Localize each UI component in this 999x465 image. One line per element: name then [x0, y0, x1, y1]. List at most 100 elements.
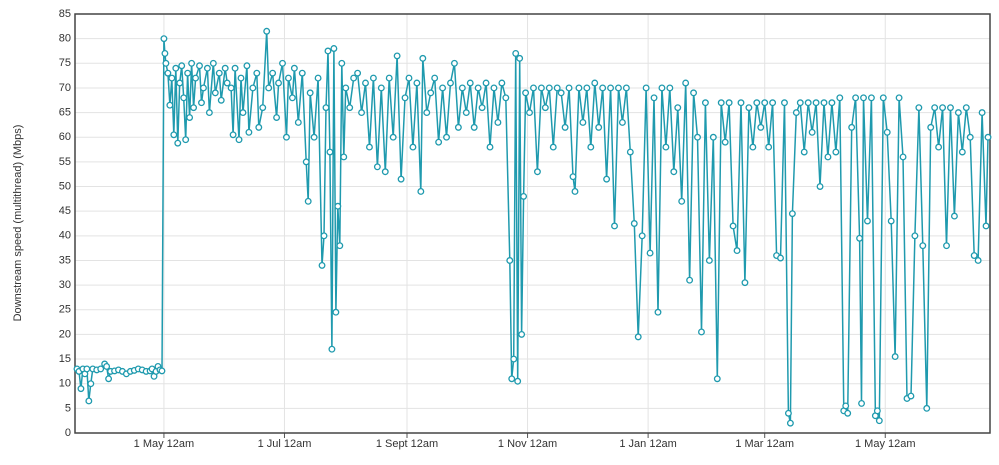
- data-point: [607, 84, 615, 92]
- data-point: [911, 232, 919, 240]
- data-point: [777, 254, 784, 262]
- data-point: [919, 242, 927, 250]
- data-point: [812, 99, 820, 107]
- data-point: [522, 89, 530, 97]
- y-tick-label: 65: [59, 106, 71, 118]
- data-point: [423, 109, 431, 117]
- y-tick-label: 55: [59, 156, 71, 168]
- data-point: [269, 69, 277, 77]
- data-point: [263, 27, 271, 35]
- data-point: [800, 148, 808, 156]
- data-point: [294, 118, 302, 126]
- data-point: [450, 59, 458, 67]
- data-point: [283, 133, 290, 141]
- data-point: [599, 84, 607, 92]
- data-point: [221, 64, 229, 72]
- data-point: [310, 133, 318, 141]
- data-point: [569, 173, 577, 181]
- data-point: [678, 197, 686, 205]
- data-point: [200, 84, 207, 92]
- data-point: [284, 74, 292, 82]
- data-point: [462, 109, 470, 117]
- data-point: [514, 377, 522, 385]
- data-point: [314, 74, 322, 82]
- data-point: [443, 133, 450, 141]
- data-point: [409, 143, 417, 151]
- data-point: [366, 143, 373, 151]
- data-point: [575, 84, 583, 92]
- data-point: [864, 217, 871, 225]
- data-point: [533, 168, 541, 176]
- data-point: [454, 123, 462, 131]
- data-point: [788, 210, 796, 218]
- data-point: [662, 143, 670, 151]
- data-point: [288, 94, 296, 102]
- data-point: [306, 89, 314, 97]
- data-point: [792, 109, 800, 117]
- data-point: [304, 197, 312, 205]
- data-point: [587, 143, 595, 151]
- data-point: [447, 79, 454, 87]
- data-point: [526, 109, 533, 117]
- data-point: [974, 257, 982, 264]
- data-point: [867, 94, 875, 102]
- data-point: [947, 104, 954, 112]
- y-tick-label: 0: [65, 427, 71, 439]
- data-point: [786, 419, 794, 427]
- data-point: [978, 109, 986, 117]
- data-point: [982, 222, 990, 230]
- data-point: [506, 257, 514, 264]
- data-point: [530, 84, 537, 92]
- data-point: [545, 84, 553, 92]
- data-point: [915, 104, 923, 112]
- data-point: [757, 123, 765, 131]
- data-point: [332, 308, 340, 316]
- data-point: [328, 345, 336, 353]
- data-point: [931, 104, 939, 112]
- data-point: [298, 69, 306, 77]
- data-point: [186, 114, 194, 121]
- data-point: [231, 64, 239, 72]
- data-point: [83, 365, 91, 373]
- data-point: [326, 148, 334, 156]
- data-point: [369, 74, 377, 82]
- data-point: [178, 62, 186, 70]
- data-point: [950, 212, 958, 220]
- data-point: [583, 84, 591, 92]
- data-point: [350, 74, 358, 82]
- x-tick-label: 1 May 12am: [134, 438, 195, 450]
- data-point: [245, 128, 253, 136]
- data-point: [781, 99, 788, 107]
- data-point: [721, 138, 729, 146]
- data-point: [565, 84, 573, 92]
- data-point: [346, 104, 354, 112]
- data-point: [626, 148, 634, 156]
- data-point: [419, 54, 427, 62]
- data-point: [466, 79, 474, 87]
- data-point: [516, 54, 524, 62]
- data-point: [753, 99, 761, 107]
- data-point: [237, 74, 245, 82]
- data-point: [935, 143, 943, 151]
- y-tick-label: 30: [59, 279, 71, 291]
- data-point: [561, 123, 569, 131]
- y-tick-label: 10: [59, 378, 71, 390]
- data-point: [85, 397, 93, 405]
- data-point: [615, 84, 622, 92]
- data-point: [336, 242, 344, 250]
- data-point: [182, 136, 190, 144]
- data-point: [737, 99, 745, 107]
- data-point: [273, 114, 281, 121]
- y-tick-label: 60: [59, 131, 71, 143]
- data-point: [474, 84, 482, 92]
- data-point: [265, 84, 273, 92]
- data-point: [243, 62, 251, 70]
- data-point: [320, 232, 328, 240]
- y-tick-label: 70: [59, 82, 71, 94]
- data-point: [966, 133, 974, 141]
- data-point: [816, 183, 824, 190]
- data-point: [373, 163, 381, 171]
- data-point: [490, 84, 498, 92]
- data-point: [401, 94, 409, 102]
- data-point: [413, 79, 421, 87]
